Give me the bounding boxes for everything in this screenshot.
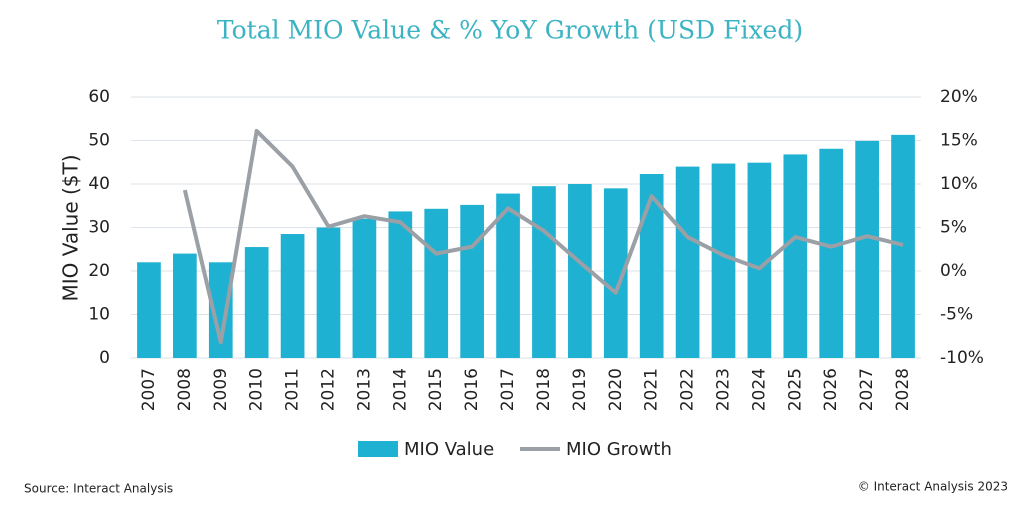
bar — [711, 163, 736, 358]
bar — [388, 211, 413, 358]
x-tick-label: 2009 — [211, 368, 231, 411]
x-tick-label: 2008 — [175, 368, 195, 411]
bar — [675, 166, 700, 358]
y2-tick-label: 5% — [940, 218, 967, 238]
y-tick-label: 40 — [88, 174, 110, 194]
line — [182, 128, 904, 345]
y2-tick-label: -10% — [940, 348, 984, 368]
bar — [424, 208, 449, 358]
x-tick-label: 2011 — [283, 368, 303, 411]
y-tick-label: 0 — [99, 348, 110, 368]
x-tick-label: 2014 — [390, 368, 410, 411]
x-tick-label: 2010 — [247, 368, 267, 411]
bar — [137, 262, 161, 358]
x-tick-label: 2017 — [498, 368, 518, 411]
bar — [603, 188, 628, 358]
bar — [244, 247, 269, 358]
y2-tick-label: -5% — [940, 305, 973, 325]
x-tick-label: 2026 — [821, 368, 841, 411]
x-tick-label: 2024 — [749, 368, 769, 411]
x-tick-label: 2016 — [462, 368, 482, 411]
bar — [747, 162, 772, 358]
bar — [819, 148, 844, 358]
legend-label: MIO Value — [404, 439, 494, 460]
x-tick-label: 2021 — [642, 368, 662, 411]
bar — [783, 154, 808, 358]
bar — [280, 234, 305, 358]
source: Source: Interact Analysis — [24, 482, 173, 496]
bar — [460, 204, 484, 358]
bar — [639, 173, 664, 358]
bar — [532, 186, 556, 358]
y2-tick-label: 15% — [940, 131, 978, 151]
bar — [891, 134, 915, 358]
x-tick-label: 2015 — [426, 368, 446, 411]
x-tick-label: 2019 — [570, 368, 590, 411]
x-tick-label: 2023 — [714, 368, 734, 411]
bar — [568, 184, 592, 358]
x-tick-label: 2022 — [678, 368, 698, 411]
x-tick-label: 2028 — [893, 368, 913, 411]
bar — [316, 227, 341, 358]
bar — [352, 218, 377, 358]
x-tick-label: 2007 — [139, 368, 159, 411]
chart-title: Total MIO Value & % YoY Growth (USD Fixe… — [217, 16, 803, 45]
x-tick-label: 2012 — [319, 368, 339, 411]
y2-tick-label: 0% — [940, 261, 967, 281]
y-axis-label: MIO Value ($T) — [59, 154, 83, 301]
y-tick-label: 30 — [88, 218, 110, 238]
bar — [855, 140, 879, 358]
x-tick-label: 2025 — [785, 368, 805, 411]
legend-swatch — [358, 441, 398, 457]
y-tick-label: 60 — [88, 87, 110, 107]
bar — [496, 193, 520, 358]
bar — [208, 262, 233, 358]
y-tick-label: 50 — [88, 131, 110, 151]
x-tick-label: 2027 — [857, 368, 877, 411]
x-tick-label: 2018 — [534, 368, 554, 411]
bar — [173, 253, 197, 358]
copyright: © Interact Analysis 2023 — [858, 480, 1008, 494]
x-tick-label: 2013 — [354, 368, 374, 411]
y-tick-label: 20 — [88, 261, 110, 281]
legend-label: MIO Growth — [566, 439, 672, 460]
y2-tick-label: 10% — [940, 174, 978, 194]
y-tick-label: 10 — [88, 305, 110, 325]
x-tick-label: 2020 — [606, 368, 626, 411]
y2-tick-label: 20% — [940, 87, 978, 107]
